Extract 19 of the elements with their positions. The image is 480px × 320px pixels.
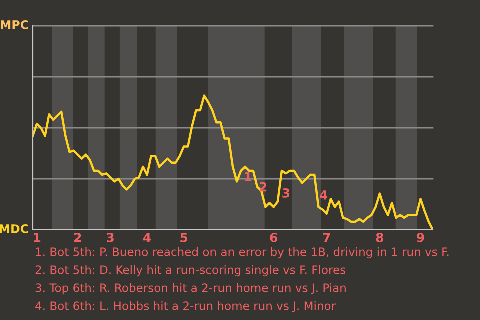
x-tick-label: 3 — [107, 233, 114, 242]
text: 2. Bot 5th: D. Kelly hit a run-scoring single vs F. Flores — [36, 265, 346, 277]
x-tick-label: 1 — [34, 233, 41, 242]
text: MPC — [1, 20, 28, 30]
text: 4. Bot 6th: L. Hobbs hit a 2-run home run vs J. Minor — [36, 301, 336, 312]
annotation: 2 — [260, 182, 267, 192]
x-tick-label: 9 — [417, 233, 424, 242]
x-tick-label: 8 — [376, 233, 384, 242]
annotation: 1 — [245, 172, 252, 182]
annotation: 4 — [320, 190, 328, 200]
text: 3. Top 6th: R. Roberson hit a 2-run home run vs J. Pian — [36, 283, 346, 295]
annotation: 3 — [282, 188, 290, 198]
x-tick-label: 2 — [74, 233, 82, 242]
x-tick-label: 4 — [144, 233, 152, 242]
text: 1. Bot 5th: P. Bueno reached on an error by the 1B, driving in 1 run vs F. — [36, 247, 449, 259]
x-tick-label: 6 — [270, 233, 278, 242]
x-tick-label: 5 — [180, 233, 188, 242]
text: MDC — [0, 224, 28, 234]
x-tick-label: 7 — [323, 233, 330, 242]
